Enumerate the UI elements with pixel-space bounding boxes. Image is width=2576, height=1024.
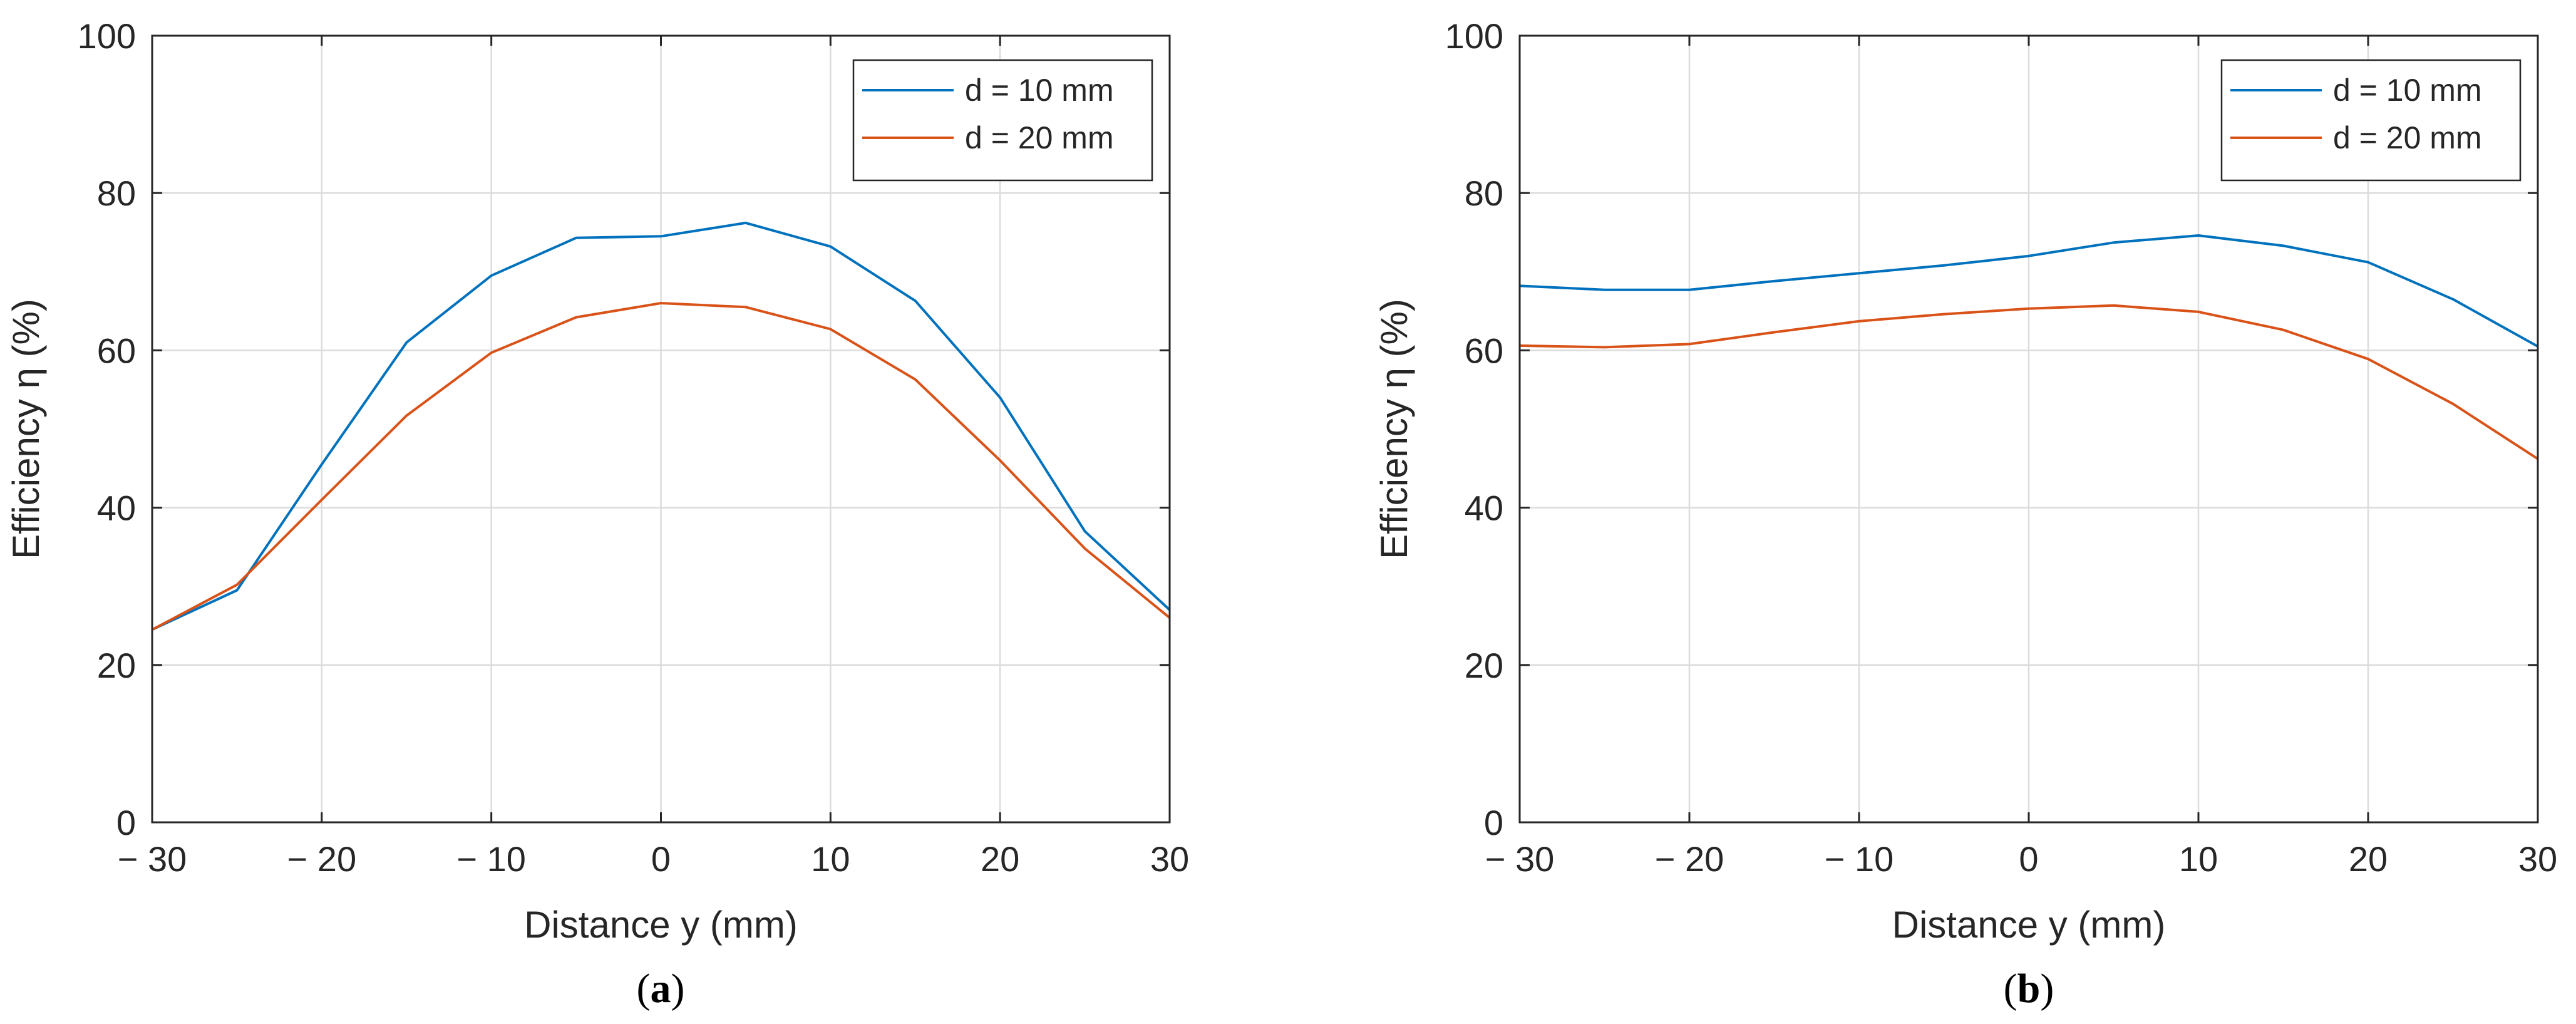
legend-box [852,59,1153,182]
x-tick-label: 20 [981,839,1019,879]
series-line-1 [1519,234,2538,348]
x-tick-label: 10 [2179,839,2218,879]
x-tick-label: − 10 [1825,839,1894,879]
series-line-2 [1519,304,2539,460]
y-axis-label: Efficiency η (%) [5,299,47,559]
y-tick-label: 20 [1465,646,1503,685]
caption-letter: a [651,966,671,1011]
x-tick-label: 10 [811,839,850,879]
legend: d = 10 mm d = 20 mm [2220,59,2522,182]
x-tick-label: − 20 [287,839,357,879]
x-tick-label: 0 [651,839,671,879]
legend: d = 10 mm d = 20 mm [852,59,1153,182]
y-tick-label: 20 [97,646,136,685]
x-axis-label: Distance y (mm) [1892,904,2166,946]
legend-label-2: d = 20 mm [2333,120,2482,155]
caption-open: ( [637,966,651,1011]
series-line-2 [152,302,1171,631]
y-tick-label: 60 [97,331,136,370]
y-tick-label: 100 [1445,16,1503,56]
x-tick-label: 30 [1150,839,1189,879]
x-tick-label: − 20 [1655,839,1724,879]
caption-letter: b [2017,966,2041,1011]
caption-close: ) [671,966,685,1011]
x-tick-label: 30 [2518,839,2557,879]
panel-caption: (b) [2004,966,2054,1011]
y-tick-label: 80 [1465,173,1503,213]
legend-box [2220,59,2522,182]
legend-label-1: d = 10 mm [965,73,1114,108]
y-tick-label: 60 [1465,331,1503,370]
caption-close: ) [2040,966,2054,1011]
series-line-1 [152,221,1171,631]
chart-panel-a: − 30 − 20 − 10 0 10 20 30 0 20 40 60 80 100 Distance … [5,16,1189,1011]
y-axis-label: Efficiency η (%) [1373,299,1415,559]
panel-caption: (a) [637,966,685,1011]
y-tick-label: 40 [1465,489,1503,528]
x-axis-label: Distance y (mm) [524,904,798,946]
legend-label-1: d = 10 mm [2333,73,2482,108]
caption-open: ( [2004,966,2017,1011]
x-tick-label: 0 [2019,839,2038,879]
x-tick-label: − 30 [1485,839,1555,879]
y-tick-label: 0 [1484,803,1503,842]
y-tick-label: 80 [97,173,136,213]
x-tick-label: 20 [2349,839,2388,879]
x-tick-label: − 10 [456,839,526,879]
legend-label-2: d = 20 mm [965,120,1114,155]
x-tick-label: − 30 [118,839,187,879]
y-tick-label: 40 [97,489,136,528]
y-tick-label: 100 [78,16,136,56]
y-tick-label: 0 [116,803,136,842]
chart-panel-b: − 30 − 20 − 10 0 10 20 30 0 20 40 60 80 100 Distance … [1373,16,2557,1011]
